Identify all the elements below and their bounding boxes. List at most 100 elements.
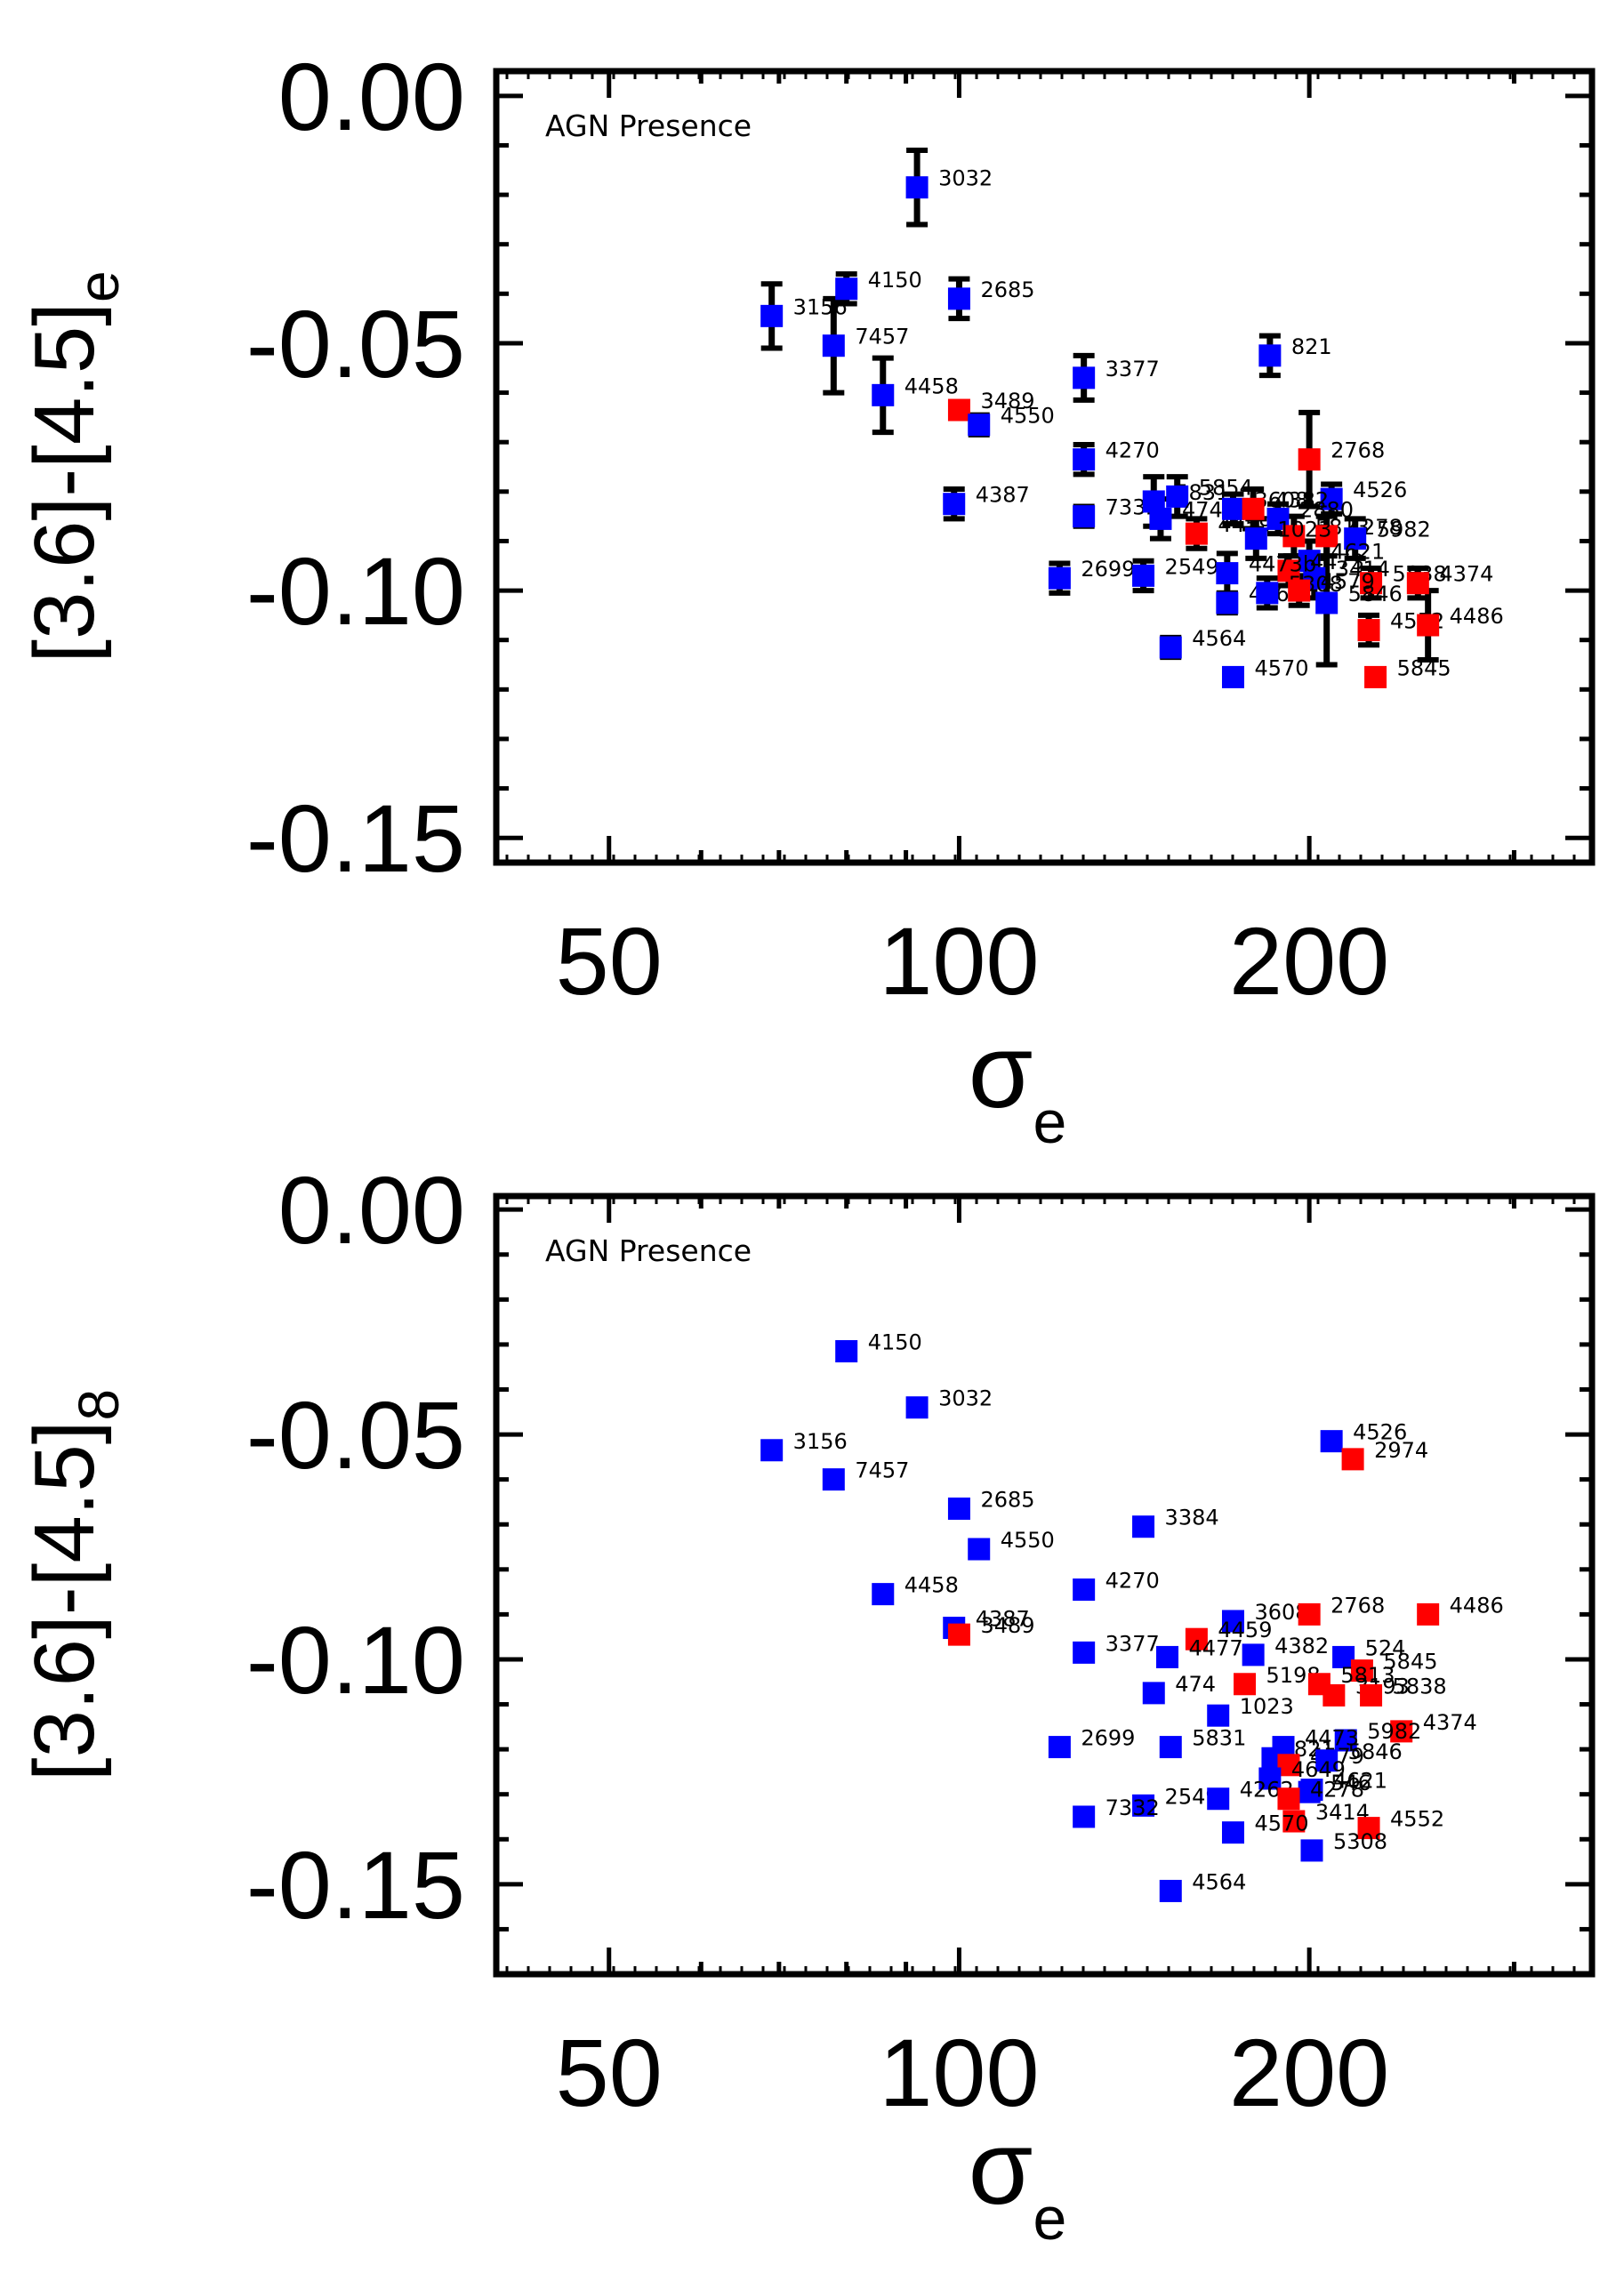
c0-ytick-label: -0.15 — [246, 784, 465, 892]
c1-point-label-4374: 4374 — [1423, 1710, 1477, 1735]
c1-point-label-474: 474 — [1175, 1672, 1216, 1697]
c1-point-label-7332: 7332 — [1105, 1795, 1160, 1820]
c1-point-5845 — [1350, 1659, 1373, 1683]
c0-point-4550 — [968, 414, 991, 437]
c1-point-label-4564: 4564 — [1192, 1869, 1246, 1894]
c0-point-label-2880: 2880 — [1299, 497, 1354, 522]
c0-xtick-label: 200 — [1229, 907, 1389, 1015]
c0-point-5308 — [1256, 582, 1279, 605]
c0-point-label-4374: 4374 — [1439, 562, 1493, 587]
c1-point-3377 — [1073, 1641, 1096, 1664]
c1-point-label-4550: 4550 — [1001, 1528, 1055, 1553]
c0-point-4473b — [1216, 562, 1239, 585]
c0-point-3608 — [1221, 497, 1244, 520]
c1-y-axis-title: [3.6]-[4.5]8 — [17, 1389, 131, 1781]
c1-point-label-4552: 4552 — [1390, 1807, 1444, 1832]
c1-point-label-5838: 5838 — [1393, 1674, 1447, 1699]
c1-point-2768 — [1298, 1602, 1321, 1626]
c1-point-4570 — [1221, 1821, 1244, 1844]
c1-point-label-4459: 4459 — [1218, 1618, 1272, 1642]
c1-point-label-4387: 4387 — [976, 1607, 1030, 1632]
c1-point-4552 — [1357, 1817, 1380, 1840]
c0-ytick-label: 0.00 — [278, 43, 465, 150]
c1-point-3156 — [760, 1439, 784, 1462]
c0-ytick-label: -0.10 — [246, 537, 465, 645]
c0-annotation-agn-presence: AGN Presence — [545, 108, 752, 143]
c1-point-label-5831: 5831 — [1192, 1726, 1246, 1751]
c0-point-label-2549: 2549 — [1165, 554, 1219, 579]
c0-point-label-4458: 4458 — [904, 373, 959, 398]
c1-point-4477 — [1156, 1645, 1179, 1668]
c1-ytick-label: -0.15 — [246, 1831, 465, 1939]
c0-point-4747 — [1149, 507, 1172, 530]
c0-point-4387 — [943, 493, 966, 516]
c1-ytick-label: -0.05 — [246, 1381, 465, 1489]
c1-point-label-4473: 4473 — [1305, 1726, 1359, 1751]
c1-y-axis-title-sub: 8 — [67, 1389, 131, 1421]
c0-point-3377 — [1073, 366, 1096, 390]
c1-point-2699 — [1048, 1736, 1071, 1759]
c1-point-5198 — [1234, 1673, 1257, 1696]
c1-point-label-3156: 3156 — [793, 1429, 848, 1454]
c1-point-7332 — [1073, 1805, 1096, 1828]
c0-point-5838 — [1360, 572, 1383, 595]
c1-point-label-4621: 4621 — [1333, 1769, 1387, 1794]
c0-point-2699 — [1048, 566, 1071, 590]
c0-point-label-4579: 4579 — [1321, 569, 1375, 594]
c1-point-label-3489: 3489 — [980, 1613, 1034, 1638]
c1-point-4262 — [1207, 1787, 1230, 1811]
c1-point-3193 — [1323, 1683, 1346, 1707]
c1-xtick-label: 200 — [1229, 2019, 1389, 2126]
c0-point-label-3489: 3489 — [980, 389, 1034, 414]
c0-y-axis-title-main: [3.6]-[4.5] — [17, 302, 112, 663]
c1-point-label-4270: 4270 — [1105, 1569, 1160, 1594]
c0-point-7457 — [822, 334, 845, 357]
c0-point-1023 — [1244, 527, 1267, 550]
c0-point-label-4564: 4564 — [1192, 626, 1246, 651]
c0-point-label-2768: 2768 — [1331, 438, 1385, 463]
c0-point-label-5846: 5846 — [1348, 582, 1403, 606]
c0-point-label-5845: 5845 — [1397, 655, 1451, 680]
c1-point-label-2685: 2685 — [980, 1488, 1034, 1513]
c0-point-label-2699: 2699 — [1081, 557, 1135, 582]
c1-point-label-4570: 4570 — [1254, 1811, 1308, 1836]
c0-point-4459 — [1185, 522, 1208, 545]
c0-point-label-5854: 5854 — [1199, 475, 1253, 500]
c1-point-4526 — [1320, 1430, 1343, 1453]
c0-point-label-4550: 4550 — [1001, 404, 1055, 429]
c1-point-5838 — [1360, 1683, 1383, 1707]
c1-point-label-3032: 3032 — [938, 1386, 993, 1411]
c1-point-5982 — [1334, 1729, 1357, 1752]
c1-point-4458 — [872, 1583, 895, 1606]
c0-point-5813 — [1282, 525, 1306, 548]
c1-point-label-5845: 5845 — [1383, 1650, 1437, 1675]
c0-point-label-2685: 2685 — [980, 277, 1034, 302]
c0-point-label-5982: 5982 — [1377, 518, 1431, 542]
c1-plot-frame — [493, 1193, 1596, 1978]
c1-x-axis-title-main: σ — [969, 2109, 1033, 2227]
c1-y-axis-title-main: [3.6]-[4.5] — [17, 1421, 112, 1782]
c0-x-axis-title-sub: e — [1033, 1088, 1067, 1156]
c1-point-4579 — [1277, 1754, 1300, 1777]
c0-point-label-4473b: 4473b — [1249, 552, 1316, 577]
c1-point-1023 — [1207, 1704, 1230, 1727]
c1-point-5308 — [1300, 1839, 1323, 1862]
c0-ytick-label: -0.05 — [246, 290, 465, 398]
c1-point-label-4382: 4382 — [1274, 1634, 1329, 1659]
c1-point-2974 — [1341, 1448, 1364, 1471]
c1-point-3489 — [947, 1623, 970, 1646]
c1-point-546 — [1298, 1780, 1321, 1803]
c0-point-label-821: 821 — [1291, 334, 1332, 359]
c0-xtick-label: 50 — [556, 907, 663, 1015]
c0-xtick-label: 100 — [879, 907, 1039, 1015]
c1-point-4270 — [1073, 1578, 1096, 1602]
c0-plot-frame — [493, 68, 1596, 866]
c0-point-3032 — [905, 176, 929, 199]
c1-point-5846 — [1315, 1749, 1339, 1772]
c1-point-4382 — [1242, 1643, 1265, 1667]
c1-point-474 — [1142, 1682, 1165, 1705]
c1-point-5831 — [1159, 1736, 1182, 1759]
c0-point-label-4570: 4570 — [1254, 655, 1308, 680]
